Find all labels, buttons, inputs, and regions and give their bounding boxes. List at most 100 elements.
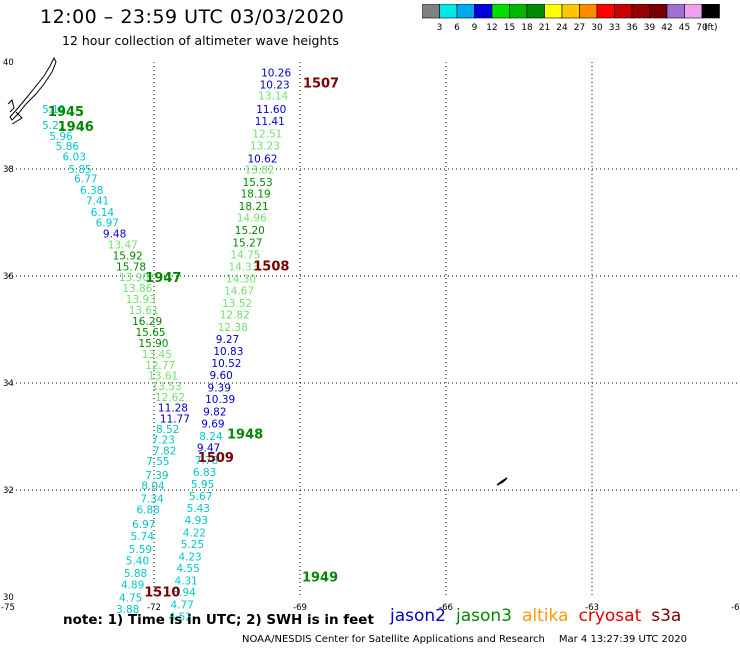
bermuda-island xyxy=(496,477,508,486)
color-scale-label: 21 xyxy=(539,23,550,33)
color-scale-bar: 3 6 9 12 15 18 21 24 27 30 33 36 39 42 45 70(ft) xyxy=(422,4,720,33)
wave-height-value: 5.25 xyxy=(181,539,204,551)
wave-height-value: 10.26 xyxy=(261,68,291,80)
wave-height-value: 5.85 xyxy=(68,164,91,176)
wave-height-value: 15.53 xyxy=(243,177,273,189)
legend-altika: altika xyxy=(522,606,569,626)
color-swatch xyxy=(474,4,493,19)
color-scale-label: 15 xyxy=(504,23,515,33)
footer-credit: NOAA/NESDIS Center for Satellite Applica… xyxy=(242,634,687,645)
lon-tick-label: -66 xyxy=(439,603,453,613)
color-swatch xyxy=(544,4,563,19)
legend-cryosat: cryosat xyxy=(578,606,642,626)
lon-tick-label: -69 xyxy=(293,603,307,613)
color-scale-unit: (ft) xyxy=(704,23,718,33)
coastline xyxy=(7,56,508,486)
color-scale-label: 3 xyxy=(437,23,443,33)
color-scale-label: 24 xyxy=(556,23,568,33)
color-swatch xyxy=(614,4,633,19)
wave-height-value: 7.78 xyxy=(195,455,218,467)
wave-height-value: 5.74 xyxy=(131,531,155,543)
wave-height-value: 8.24 xyxy=(199,431,223,443)
legend-s3a: s3a xyxy=(651,606,682,626)
time-label: 1509 xyxy=(198,451,234,466)
wave-height-value: 5.86 xyxy=(56,141,80,153)
wave-height-value: 12.51 xyxy=(252,129,282,141)
lon-tick-label: -63 xyxy=(585,603,599,613)
time-label: 1948 xyxy=(227,427,263,442)
wave-height-value: 13.53 xyxy=(152,381,182,393)
wave-height-value: 9.39 xyxy=(208,382,231,394)
color-swatch xyxy=(422,4,440,19)
wave-height-value: 5.59 xyxy=(129,544,152,556)
wave-height-value: 9.47 xyxy=(197,443,220,455)
wave-height-value: 13.93 xyxy=(126,294,156,306)
wave-height-value: 9.60 xyxy=(209,370,232,382)
wave-height-value: 4.52 xyxy=(169,611,192,623)
wave-height-value: 13.86 xyxy=(122,283,152,295)
wave-height-value: 13.90 xyxy=(119,272,149,284)
lat-lon-grid xyxy=(8,62,738,597)
color-swatch xyxy=(666,4,685,19)
color-scale-label: 18 xyxy=(521,23,533,33)
lon-tick-label: -72 xyxy=(147,603,161,613)
color-swatch xyxy=(579,4,598,19)
wave-height-value: 14.67 xyxy=(224,285,254,297)
wave-height-value: 14.30 xyxy=(226,274,256,286)
wave-height-value: 9.69 xyxy=(201,419,224,431)
wave-height-value: 4.75 xyxy=(119,593,142,605)
wave-height-value: 16.29 xyxy=(132,316,162,328)
wave-height-value: 13.61 xyxy=(129,305,159,317)
wave-height-value: 7.41 xyxy=(86,196,109,208)
wave-height-value: 8.52 xyxy=(156,424,179,436)
wave-height-value: 12.82 xyxy=(220,310,250,322)
color-swatch xyxy=(631,4,650,19)
wave-height-value: 5.88 xyxy=(124,568,147,580)
wave-height-value: 11.28 xyxy=(158,403,188,415)
wave-height-value: 10.52 xyxy=(211,358,241,370)
color-scale-label: 39 xyxy=(644,23,656,33)
lat-tick-label: 34 xyxy=(3,379,14,389)
color-scale-label: 70 xyxy=(696,23,708,33)
wave-height-value: 5.95 xyxy=(191,479,214,491)
wave-height-value: 5.43 xyxy=(187,503,210,515)
satellite-legend: jason2 jason3 altika cryosat s3a xyxy=(390,606,691,626)
legend-jason2: jason2 xyxy=(390,606,446,626)
lon-tick-label: -75 xyxy=(1,603,15,613)
wave-height-value: 4.22 xyxy=(183,527,206,539)
color-scale-label: 6 xyxy=(454,23,460,33)
wave-height-value: 9.48 xyxy=(103,229,126,241)
wave-height-value: 6.97 xyxy=(132,519,155,531)
color-swatch xyxy=(649,4,668,19)
axis-labels: -75 -72 -69 -66 -63 -60 40 38 36 34 32 30 xyxy=(1,58,740,613)
wave-height-value: 15.78 xyxy=(116,261,146,273)
color-scale-label: 12 xyxy=(486,23,497,33)
time-label: 1945 xyxy=(48,105,84,120)
wave-height-value: 18.19 xyxy=(241,189,271,201)
time-label: 1949 xyxy=(302,571,338,586)
coast-outline-us xyxy=(9,56,57,121)
wave-height-value: 3.88 xyxy=(116,604,139,616)
wave-height-value: 4.31 xyxy=(174,575,197,587)
lat-tick-label: 30 xyxy=(3,593,14,603)
wave-height-value: 6.14 xyxy=(91,207,115,219)
lat-tick-label: 40 xyxy=(3,58,14,68)
color-swatch xyxy=(596,4,615,19)
color-scale-label: 27 xyxy=(574,23,585,33)
wave-height-value: 10.23 xyxy=(260,79,290,91)
wave-height-value: 10.39 xyxy=(205,394,235,406)
wave-height-value: 6.83 xyxy=(193,467,216,479)
wave-height-value: 15.90 xyxy=(138,338,168,350)
credit-text: NOAA/NESDIS Center for Satellite Applica… xyxy=(242,634,545,645)
wave-height-value: 15.27 xyxy=(232,237,262,249)
wave-height-value: 7.55 xyxy=(146,456,169,468)
wave-height-value: 3.94 xyxy=(172,587,196,599)
wave-height-value: 4.93 xyxy=(185,515,208,527)
wave-height-value: 4.23 xyxy=(178,551,201,563)
color-swatch xyxy=(456,4,475,19)
wave-height-value: 6.03 xyxy=(63,152,86,164)
color-scale-label: 30 xyxy=(591,23,603,33)
wave-height-value: 12.77 xyxy=(145,360,175,372)
